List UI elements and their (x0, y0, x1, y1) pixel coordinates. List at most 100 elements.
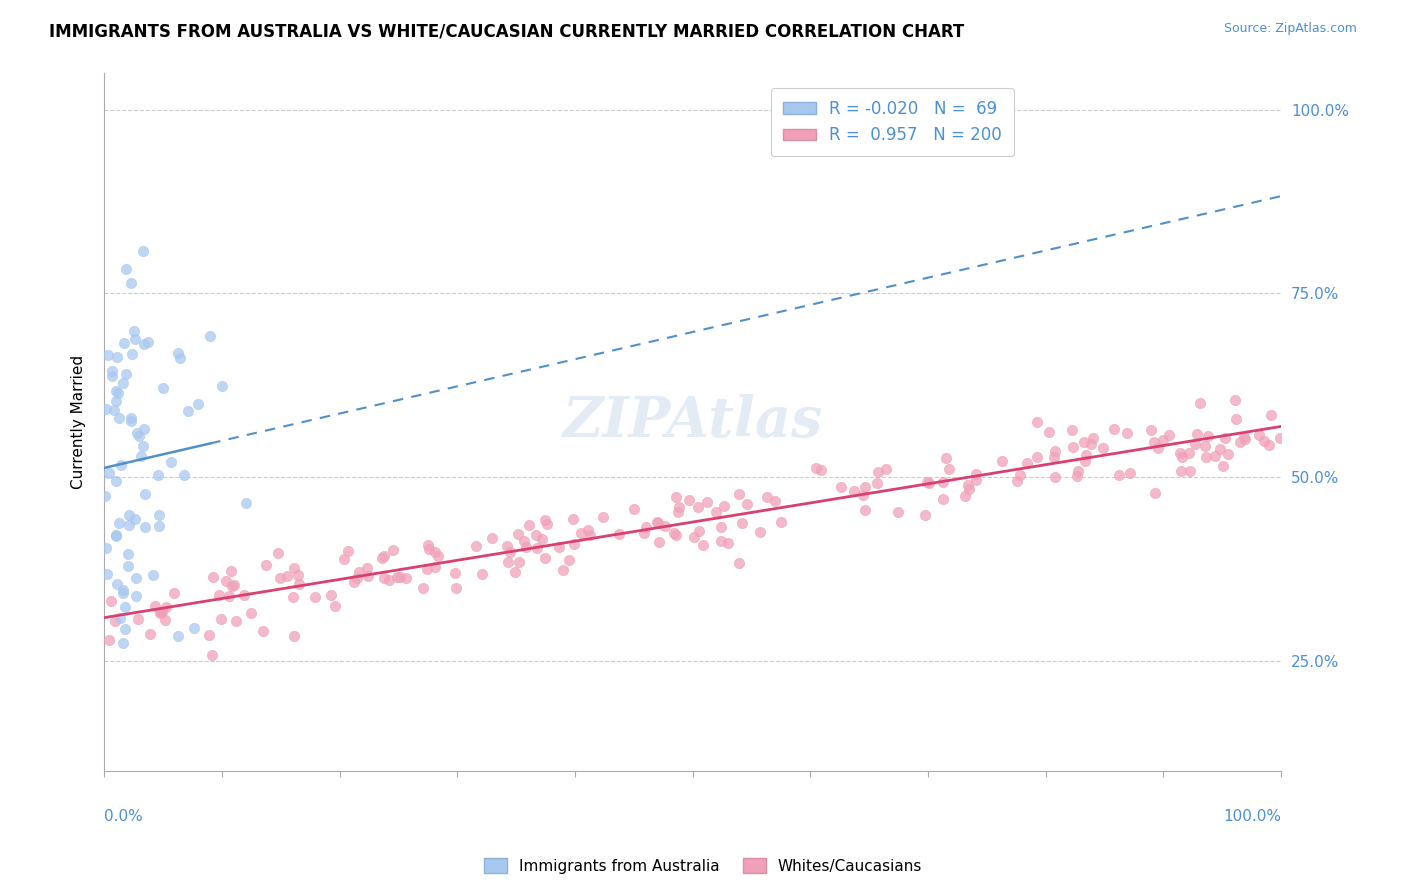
Point (666, 505, 689, 519)
Point (1168, 446, 1191, 460)
Point (125, 426, 148, 441)
Point (127, 612, 149, 626)
Point (1215, 431, 1237, 445)
Point (648, 535, 671, 549)
Point (425, 545, 447, 559)
Point (356, 561, 378, 575)
Point (668, 500, 690, 514)
Point (713, 499, 735, 513)
Point (1060, 423, 1083, 437)
Point (111, 586, 134, 600)
Point (1258, 438, 1281, 452)
Point (211, 378, 233, 392)
Point (336, 544, 359, 558)
Point (536, 517, 558, 532)
Point (333, 552, 356, 566)
Point (131, 244, 153, 258)
Point (471, 566, 494, 581)
Point (114, 600, 136, 615)
Point (517, 517, 540, 532)
Point (111, 376, 134, 390)
Point (592, 510, 614, 524)
Point (444, 581, 467, 595)
Point (806, 461, 828, 475)
Point (633, 526, 655, 541)
Point (1229, 434, 1251, 449)
Point (444, 566, 467, 580)
Point (1247, 427, 1270, 442)
Point (756, 490, 779, 504)
Point (1187, 426, 1209, 441)
Point (917, 476, 939, 491)
Point (678, 493, 700, 508)
Point (763, 493, 786, 508)
Point (94, 401, 117, 416)
Point (569, 526, 592, 541)
Point (373, 571, 395, 585)
Point (142, 567, 165, 582)
Point (852, 488, 875, 502)
Point (830, 480, 852, 494)
Point (198, 628, 221, 642)
Point (283, 630, 305, 644)
Point (496, 555, 519, 569)
Text: 100.0%: 100.0% (1223, 809, 1281, 824)
Point (515, 540, 537, 554)
Point (118, 518, 141, 533)
Point (110, 458, 132, 472)
Point (149, 606, 172, 620)
Point (727, 486, 749, 500)
Point (548, 540, 571, 554)
Point (1177, 446, 1199, 460)
Point (148, 519, 170, 533)
Point (107, 516, 129, 531)
Point (749, 524, 772, 539)
Point (146, 467, 169, 482)
Point (1234, 432, 1257, 446)
Point (914, 508, 936, 522)
Point (117, 558, 139, 573)
Point (866, 465, 889, 479)
Point (564, 537, 586, 551)
Point (875, 462, 897, 476)
Point (124, 332, 146, 346)
Point (1076, 448, 1098, 462)
Point (1253, 434, 1275, 448)
Point (1171, 450, 1194, 465)
Point (323, 599, 346, 614)
Point (108, 610, 131, 624)
Point (1017, 456, 1039, 470)
Point (1066, 469, 1088, 483)
Point (647, 516, 669, 530)
Point (304, 590, 326, 604)
Point (416, 562, 439, 576)
Point (1223, 393, 1246, 408)
Point (634, 520, 657, 534)
Point (558, 553, 581, 567)
Point (131, 439, 153, 453)
Point (735, 497, 758, 511)
Point (131, 450, 153, 464)
Point (530, 533, 553, 547)
Point (513, 534, 536, 549)
Legend: Immigrants from Australia, Whites/Caucasians: Immigrants from Australia, Whites/Caucas… (478, 852, 928, 880)
Point (1146, 441, 1168, 455)
Point (1026, 415, 1049, 429)
Point (1043, 444, 1066, 458)
Text: ZIPAtlas: ZIPAtlas (562, 394, 823, 450)
Point (143, 599, 166, 613)
Point (132, 422, 155, 436)
Point (731, 516, 754, 530)
Point (1209, 442, 1232, 457)
Point (136, 334, 159, 349)
Point (176, 404, 198, 418)
Point (385, 570, 408, 584)
Point (288, 577, 311, 591)
Point (94, 489, 117, 503)
Point (526, 541, 548, 556)
Point (125, 571, 148, 585)
Point (551, 563, 574, 577)
Text: Source: ZipAtlas.com: Source: ZipAtlas.com (1223, 22, 1357, 36)
Point (991, 453, 1014, 467)
Point (1026, 450, 1049, 464)
